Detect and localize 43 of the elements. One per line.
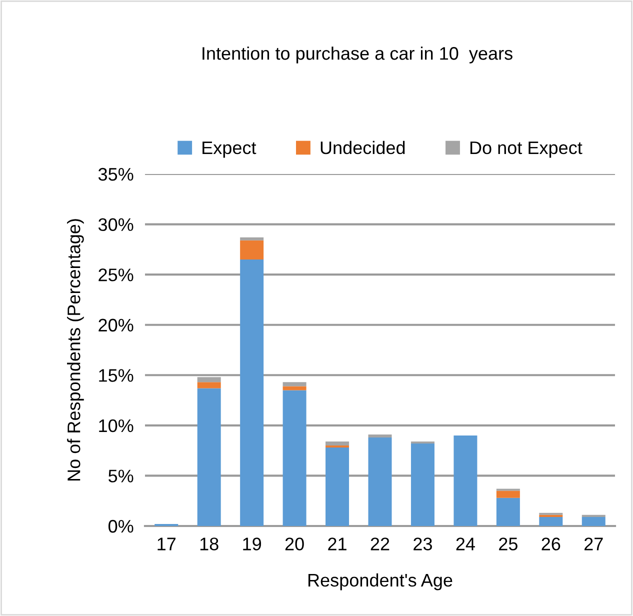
y-tick-label: 20% bbox=[98, 318, 134, 332]
bar bbox=[410, 444, 434, 526]
x-tick-label: 17 bbox=[158, 538, 176, 550]
x-tick-label: 27 bbox=[584, 538, 603, 550]
y-axis-title: No of Respondents (Percentage) bbox=[67, 219, 84, 480]
bar bbox=[240, 259, 264, 526]
x-axis-title: Respondent's Age bbox=[308, 573, 452, 590]
bar bbox=[326, 442, 350, 446]
y-tick-label: 0% bbox=[108, 520, 134, 533]
x-tick-label: 19 bbox=[243, 538, 262, 550]
x-tick-label: 20 bbox=[285, 538, 304, 550]
y-tick-label: 5% bbox=[108, 470, 134, 482]
x-tick-label: 18 bbox=[200, 538, 218, 550]
bar bbox=[368, 434, 392, 438]
legend-label: Undecided bbox=[320, 140, 405, 154]
x-tick-label: 23 bbox=[414, 538, 432, 550]
x-tick-label: 25 bbox=[499, 538, 518, 550]
legend-label: Expect bbox=[202, 142, 256, 158]
x-tick-label: 24 bbox=[456, 538, 475, 550]
y-tick-label: 25% bbox=[98, 268, 134, 282]
bar bbox=[240, 240, 264, 260]
x-tick-label: 21 bbox=[328, 538, 346, 550]
y-tick-label: 15% bbox=[99, 369, 134, 382]
bar bbox=[326, 448, 350, 526]
bar bbox=[197, 382, 221, 388]
bar bbox=[496, 498, 520, 526]
bar bbox=[282, 390, 306, 526]
chart-title: Intention to purchase a car in 10 years bbox=[202, 46, 512, 64]
bar bbox=[454, 435, 478, 526]
bar bbox=[240, 237, 264, 240]
bar bbox=[582, 516, 606, 526]
bar bbox=[539, 516, 563, 526]
bar bbox=[496, 490, 520, 498]
bar bbox=[282, 382, 306, 386]
bar bbox=[282, 386, 306, 390]
y-tick-label: 30% bbox=[98, 218, 134, 232]
legend-label: Do not Expect bbox=[470, 142, 582, 158]
x-tick-label: 22 bbox=[370, 538, 390, 550]
bar bbox=[368, 437, 392, 526]
bar bbox=[197, 388, 221, 526]
y-tick-label: 10% bbox=[99, 419, 134, 432]
x-tick-label: 26 bbox=[542, 538, 560, 550]
y-tick-label: 35% bbox=[98, 168, 134, 181]
